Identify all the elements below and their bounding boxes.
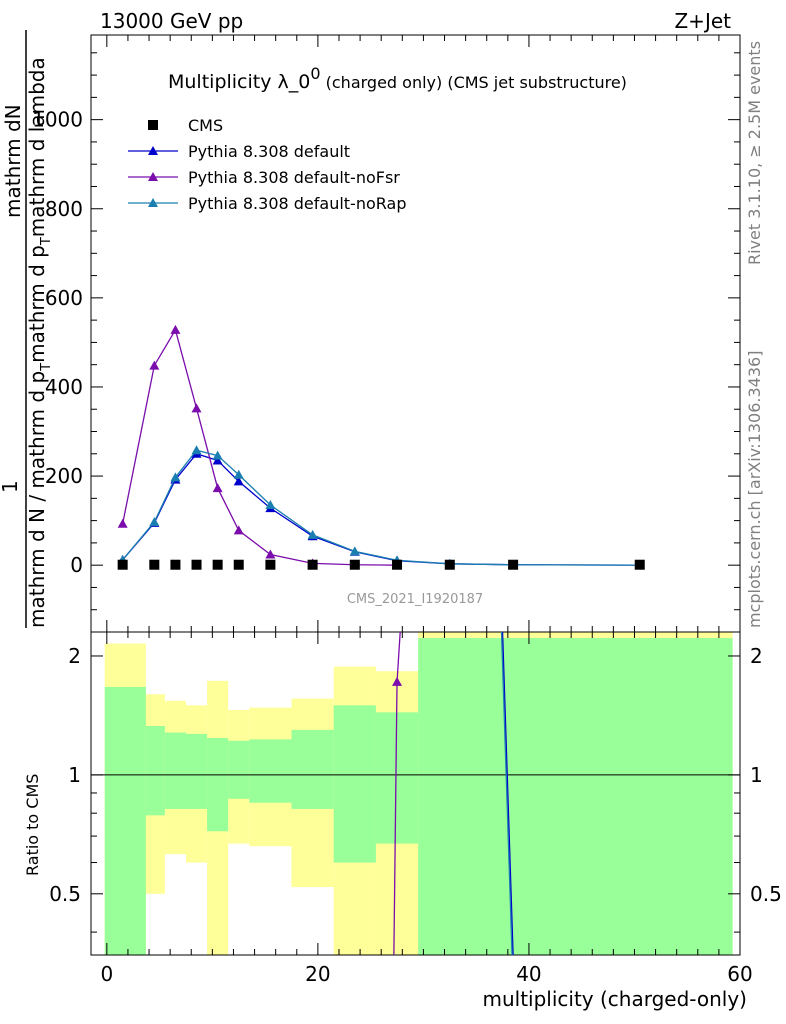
cms-point bbox=[149, 559, 160, 570]
legend-label-3: Pythia 8.308 default-noRap bbox=[188, 194, 406, 213]
series-point-2 bbox=[191, 403, 202, 413]
ratio-panel-frame: 0 20 40 60 0.5 0.5 1 1 2 2 bbox=[49, 631, 782, 986]
ylabel-numerator-lead: 1 bbox=[0, 480, 22, 493]
mcplots-label: mcplots.cern.ch [arXiv:1306.3436] bbox=[745, 351, 764, 628]
legend-marker-1 bbox=[148, 146, 158, 155]
ratio-green-band-5 bbox=[228, 740, 250, 799]
process-label: Z+Jet bbox=[674, 9, 731, 33]
cms-point bbox=[265, 559, 276, 570]
ratio-green-band-6 bbox=[249, 739, 292, 803]
ylabel-denominator-a: mathrm d N / mathrm d p bbox=[25, 371, 49, 628]
ratio-tick-label-left: 1 bbox=[68, 763, 81, 787]
legend-label-1: Pythia 8.308 default bbox=[188, 142, 350, 161]
cms-point bbox=[212, 559, 223, 570]
ratio-lines bbox=[392, 631, 514, 956]
chart-title-suffix: (charged only) (CMS jet substructure) bbox=[321, 73, 627, 92]
x-axis-label: multiplicity (charged-only) bbox=[482, 987, 747, 1011]
x-tick-label: 40 bbox=[516, 962, 541, 986]
cms-point bbox=[508, 559, 519, 570]
legend-marker-3 bbox=[148, 198, 158, 207]
ratio-tick-label-right: 0.5 bbox=[750, 882, 782, 906]
series-point-2 bbox=[233, 525, 244, 535]
ratio-frame-box bbox=[90, 631, 741, 956]
cms-point bbox=[170, 559, 181, 570]
chart-title-main: Multiplicity λ_0 bbox=[168, 71, 310, 93]
ratio-y-axis-label: Ratio to CMS bbox=[23, 774, 42, 876]
series-point-1 bbox=[233, 476, 244, 486]
series-point-2 bbox=[117, 518, 128, 528]
chart-title-sup: 0 bbox=[310, 64, 320, 83]
ratio-tick-label-right: 1 bbox=[750, 763, 763, 787]
ratio-curve-2 bbox=[500, 631, 513, 956]
collision-label: 13000 GeV pp bbox=[100, 9, 243, 33]
series-point-2 bbox=[149, 360, 160, 370]
ratio-tick-label-left: 0.5 bbox=[49, 882, 81, 906]
series-line-3 bbox=[122, 449, 640, 566]
series-point-2 bbox=[265, 549, 276, 559]
cms-point bbox=[392, 559, 403, 570]
ylabel-denominator-b: mathrm d p bbox=[25, 245, 49, 363]
ylabel-denominator: mathrm d N / mathrm d pTmathrm d pTmathr… bbox=[25, 57, 54, 628]
ylabel-subscript-b: T bbox=[39, 237, 54, 246]
legend: CMS Pythia 8.308 default Pythia 8.308 defa… bbox=[128, 116, 406, 213]
cms-point bbox=[191, 559, 202, 570]
legend-label-2: Pythia 8.308 default-noFsr bbox=[188, 168, 400, 187]
series-point-3 bbox=[307, 529, 318, 539]
series-line-1 bbox=[122, 453, 640, 566]
cms-point bbox=[117, 559, 128, 570]
analysis-watermark: CMS_2021_I1920187 bbox=[347, 592, 483, 607]
series-point-3 bbox=[265, 500, 276, 510]
y-tick-label: 600 bbox=[45, 286, 83, 310]
series-point-3 bbox=[191, 445, 202, 455]
cms-point bbox=[634, 559, 645, 570]
x-tick-label: 0 bbox=[100, 962, 113, 986]
ylabel-subscript-a: T bbox=[39, 363, 54, 372]
ratio-curve-marker-0 bbox=[392, 676, 403, 686]
y-tick-label: 400 bbox=[45, 375, 83, 399]
ratio-tick-label-right: 2 bbox=[750, 644, 763, 668]
main-series bbox=[117, 324, 645, 570]
series-point-3 bbox=[212, 450, 223, 460]
y-tick-label: 800 bbox=[45, 197, 83, 221]
legend-marker-2 bbox=[148, 172, 158, 181]
legend-label-0: CMS bbox=[188, 116, 223, 135]
series-point-3 bbox=[349, 546, 360, 556]
ratio-green-band-8 bbox=[333, 705, 376, 863]
series-point-1 bbox=[212, 455, 223, 465]
rivet-label: Rivet 3.1.10, ≥ 2.5M events bbox=[745, 41, 764, 265]
legend-marker-0 bbox=[148, 120, 158, 130]
ratio-curve-1 bbox=[501, 631, 514, 956]
cms-point bbox=[307, 559, 318, 570]
cms-point bbox=[233, 559, 244, 570]
cms-point bbox=[349, 559, 360, 570]
y-tick-label: 200 bbox=[45, 464, 83, 488]
ratio-bands bbox=[91, 632, 740, 955]
cms-point bbox=[444, 559, 455, 570]
x-tick-label: 20 bbox=[305, 962, 330, 986]
ratio-green-band-3 bbox=[185, 733, 208, 809]
ratio-green-band-0 bbox=[104, 686, 146, 955]
series-point-3 bbox=[149, 516, 160, 526]
series-point-2 bbox=[170, 324, 181, 334]
series-point-3 bbox=[233, 469, 244, 479]
main-y-axis-label: 1 mathrm dN mathrm d N / mathrm d pTmath… bbox=[0, 30, 54, 628]
series-point-3 bbox=[170, 472, 181, 482]
ratio-green-band-1 bbox=[145, 725, 165, 816]
x-tick-label: 60 bbox=[727, 962, 752, 986]
chart-title: Multiplicity λ_00 (charged only) (CMS je… bbox=[168, 64, 627, 93]
ylabel-denominator-c: mathrm d lambda bbox=[25, 57, 49, 237]
series-line-2 bbox=[122, 328, 398, 566]
ratio-green-band-10 bbox=[418, 638, 733, 955]
series-point-2 bbox=[212, 483, 223, 493]
y-tick-label: 1000 bbox=[32, 108, 83, 132]
y-tick-label: 0 bbox=[70, 553, 83, 577]
ratio-green-band-2 bbox=[164, 732, 186, 809]
ratio-tick-label-left: 2 bbox=[68, 644, 81, 668]
ylabel-numerator: mathrm dN bbox=[1, 104, 25, 218]
ratio-green-band-7 bbox=[291, 729, 334, 809]
ratio-green-band-4 bbox=[207, 737, 229, 832]
